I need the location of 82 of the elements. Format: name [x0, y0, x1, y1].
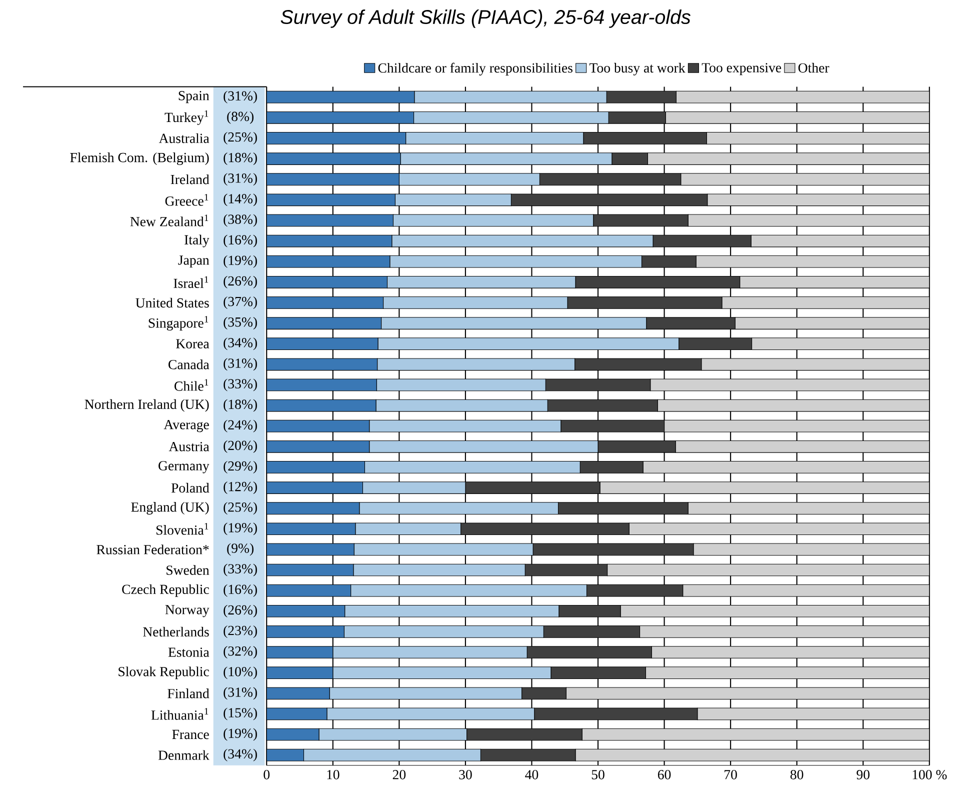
y-tick-label: Israel$^{1}$: [174, 276, 208, 288]
x-tick-label: 10: [327, 770, 340, 780]
text: (23%): [224, 626, 257, 638]
legend-label: Childcare or family responsibilities: [378, 62, 572, 76]
y-tick-label: France: [172, 730, 209, 740]
text: (33%): [224, 564, 257, 576]
text: (8%): [227, 111, 254, 124]
text: (31%): [224, 687, 257, 700]
text: (31%): [224, 358, 257, 371]
y-tick-label: Austria: [168, 442, 210, 452]
x-tick-label: 40: [525, 770, 538, 780]
y-tick-label: Australia: [158, 133, 210, 144]
y-tick-label: Greece$^{1}$: [165, 194, 208, 206]
text: (19%): [224, 255, 257, 268]
y-tick-label: Lithuania$^{1}$: [151, 708, 208, 720]
y-tick-label: Norway: [165, 605, 210, 618]
y-tick-label: Czech Republic: [122, 584, 209, 597]
text: (10%): [224, 666, 257, 680]
text: (19%): [224, 728, 257, 741]
y-tick-label: Slovenia$^{1}$: [156, 523, 208, 535]
y-tick-label: Turkey$^{1}$: [164, 110, 208, 125]
text: (29%): [224, 461, 257, 474]
text: (37%): [224, 296, 257, 310]
y-tick-label: Singapore$^{1}$: [148, 316, 208, 331]
text: (25%): [224, 502, 257, 515]
x-tick-label: 100 %: [912, 770, 947, 780]
y-tick-label: Russian Federation*: [96, 544, 209, 554]
x-tick-label: 90: [856, 770, 870, 780]
y-tick-label: Finland: [168, 688, 210, 698]
x-tick-label: 20: [392, 770, 406, 780]
y-tick-label: Japan: [178, 256, 210, 268]
text: (12%): [224, 482, 257, 494]
y-tick-label: United States: [136, 298, 209, 308]
text: (14%): [224, 194, 257, 206]
text: (26%): [224, 276, 257, 288]
text: (32%): [224, 646, 257, 659]
text: (18%): [224, 152, 257, 166]
text: (33%): [224, 378, 257, 392]
y-tick-label: Slovak Republic: [118, 666, 209, 680]
legend-label: Too busy at work: [590, 62, 686, 76]
text: (16%): [224, 584, 257, 597]
y-tick-label: Spain: [178, 91, 210, 104]
y-tick-label: Flemish Com. (Belgium): [70, 152, 209, 166]
x-tick-label: 50: [592, 770, 604, 780]
y-tick-label: Chile$^{1}$: [174, 379, 208, 391]
y-tick-label: Estonia: [168, 648, 210, 657]
y-tick-label: Sweden: [166, 565, 210, 575]
x-tick-label: 70: [724, 770, 737, 780]
y-tick-label: Average: [164, 420, 209, 432]
text: (24%): [224, 420, 257, 432]
y-tick-label: Canada: [168, 360, 210, 370]
x-tick-label: 30: [459, 770, 472, 780]
text: (9%): [227, 543, 254, 556]
legend-label: Other: [798, 62, 830, 73]
y-tick-label: Ireland: [170, 174, 210, 184]
text: (38%): [224, 214, 257, 227]
y-tick-label: New Zealand$^{1}$: [130, 214, 208, 226]
text: (34%): [224, 338, 257, 350]
text: (35%): [224, 317, 257, 330]
text: (25%): [224, 132, 257, 145]
text: (20%): [224, 440, 257, 453]
y-tick-label: Korea: [176, 339, 210, 348]
text: (18%): [224, 399, 257, 412]
text: (31%): [224, 90, 257, 104]
text: (15%): [224, 708, 257, 720]
y-tick-label: England (UK): [131, 502, 209, 515]
chart-title: Survey of Adult Skills (PIAAC), 25-64 year-olds: [280, 10, 690, 28]
y-tick-label: Denmark: [158, 750, 210, 760]
y-tick-label: Netherlands: [143, 626, 209, 637]
text: (31%): [224, 173, 257, 186]
text: (26%): [224, 604, 257, 618]
text: (34%): [224, 748, 257, 762]
x-tick-label: 0: [264, 770, 270, 780]
y-tick-label: Italy: [184, 234, 210, 248]
y-tick-label: Northern Ireland (UK): [84, 399, 209, 412]
legend-label: Too expensive: [702, 63, 782, 76]
text: (16%): [224, 234, 257, 248]
y-tick-label: Germany: [158, 461, 210, 474]
y-tick-label: Poland: [171, 482, 210, 493]
text: (19%): [224, 522, 257, 536]
x-tick-label: 60: [658, 770, 671, 780]
x-tick-label: 80: [790, 770, 804, 780]
